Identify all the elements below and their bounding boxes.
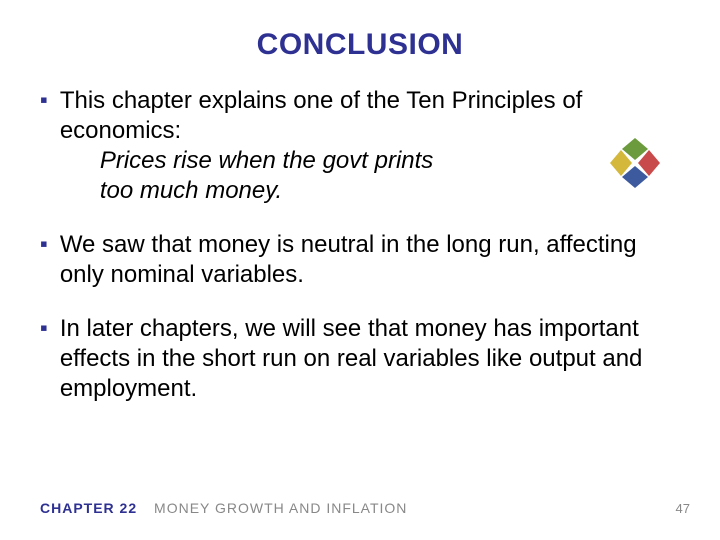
- bullet-icon: ▪: [40, 86, 48, 114]
- slide-title: CONCLUSION: [40, 28, 680, 62]
- list-item: ▪ This chapter explains one of the Ten P…: [40, 86, 680, 206]
- bullet-body: In later chapters, we will see that mone…: [60, 314, 680, 404]
- bullet-lead: This chapter explains one of the Ten Pri…: [60, 87, 583, 144]
- publisher-logo-icon: [608, 136, 662, 190]
- bullet-icon: ▪: [40, 230, 48, 258]
- bullet-body: This chapter explains one of the Ten Pri…: [60, 86, 680, 206]
- bullet-text: In later chapters, we will see that mone…: [60, 315, 643, 402]
- bullet-text: We saw that money is neutral in the long…: [60, 231, 637, 288]
- list-item: ▪ We saw that money is neutral in the lo…: [40, 230, 680, 290]
- bullet-list: ▪ This chapter explains one of the Ten P…: [40, 86, 680, 404]
- slide-footer: CHAPTER 22 MONEY GROWTH AND INFLATION: [40, 500, 407, 516]
- footer-chapter: CHAPTER 22: [40, 500, 137, 516]
- bullet-icon: ▪: [40, 314, 48, 342]
- list-item: ▪ In later chapters, we will see that mo…: [40, 314, 680, 404]
- page-number: 47: [676, 501, 690, 516]
- bullet-body: We saw that money is neutral in the long…: [60, 230, 680, 290]
- footer-subtitle: MONEY GROWTH AND INFLATION: [154, 500, 407, 516]
- bullet-indent-line: too much money.: [100, 176, 680, 206]
- bullet-indent-line: Prices rise when the govt prints: [100, 146, 680, 176]
